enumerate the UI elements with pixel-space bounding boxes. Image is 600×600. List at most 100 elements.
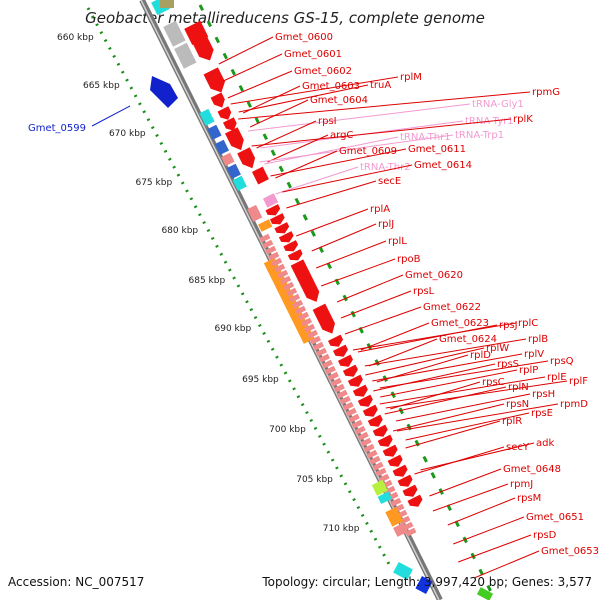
gene-label[interactable]: rplL [388, 236, 407, 247]
gene-feature[interactable] [371, 479, 388, 496]
gene-feature[interactable] [397, 474, 415, 490]
gene-label[interactable]: secY [506, 442, 530, 453]
gene-feature[interactable] [278, 231, 296, 245]
gene-feature[interactable] [342, 364, 360, 380]
gene-feature[interactable] [274, 263, 286, 273]
gene-feature[interactable] [369, 455, 381, 465]
gene-label[interactable]: truA [370, 80, 391, 91]
gene-bottom-blue[interactable] [415, 576, 433, 594]
gene-label[interactable]: rpmD [560, 399, 588, 410]
gene-label[interactable]: rplM [400, 72, 422, 83]
gene-feature[interactable] [377, 434, 395, 450]
gene-label[interactable]: rplR [502, 416, 522, 427]
gene-feature[interactable] [315, 347, 327, 357]
gene-feature[interactable] [337, 354, 355, 370]
gene-feature[interactable] [372, 461, 384, 471]
gene-feature[interactable] [288, 293, 301, 303]
gene-label[interactable]: rplD [470, 350, 491, 361]
gene-feature[interactable] [258, 219, 273, 232]
gene-feature[interactable] [362, 404, 380, 420]
gene-feature[interactable] [366, 449, 378, 459]
gene-label[interactable]: rplA [370, 204, 390, 215]
gene-label[interactable]: rpsE [531, 408, 553, 419]
gene-feature[interactable] [392, 464, 410, 480]
gene-feature[interactable] [312, 341, 325, 351]
gene-feature[interactable] [274, 222, 291, 236]
gene-feature[interactable] [382, 444, 400, 460]
gene-feature[interactable] [360, 437, 372, 447]
gene-feature[interactable] [351, 419, 363, 429]
gene-label[interactable]: rpsD [533, 530, 557, 541]
gene-feature[interactable] [222, 117, 239, 133]
gene-label[interactable]: Gmet_0620 [405, 270, 463, 281]
gene-feature[interactable] [399, 515, 411, 525]
gene-label[interactable]: rpsN [506, 399, 529, 410]
gene-feature[interactable] [221, 152, 235, 167]
gene-feature[interactable] [339, 395, 351, 405]
gene-feature[interactable] [277, 269, 289, 279]
gene-label[interactable]: rplN [508, 382, 529, 393]
gene-label-gmet-0599[interactable]: Gmet_0599 [28, 123, 86, 134]
gene-label[interactable]: Gmet_0601 [284, 49, 342, 60]
gene-label[interactable]: Gmet_0648 [503, 464, 561, 475]
gene-label[interactable]: secE [378, 176, 401, 187]
gene-label[interactable]: tRNA-Thr2 [360, 162, 411, 173]
gene-feature[interactable] [367, 414, 385, 430]
gene-feature[interactable] [318, 353, 330, 363]
gene-label[interactable]: Gmet_0600 [275, 32, 333, 43]
gene-feature[interactable] [163, 20, 186, 47]
gene-feature[interactable] [214, 139, 230, 155]
gene-label[interactable]: rplE [547, 372, 567, 383]
gene-feature[interactable] [345, 407, 357, 417]
gene-label[interactable]: Gmet_0622 [423, 302, 481, 313]
gene-label[interactable]: Gmet_0604 [310, 95, 368, 106]
gene-label[interactable]: rplC [518, 318, 538, 329]
gene-label[interactable]: rpsL [413, 286, 435, 297]
gene-label[interactable]: Gmet_0609 [339, 146, 397, 157]
gene-feature[interactable] [407, 494, 425, 510]
gene-gmet-0599[interactable] [150, 76, 178, 108]
gene-label[interactable]: tRNA-Thr1 [400, 132, 451, 143]
gene-feature[interactable] [271, 257, 283, 267]
gene-feature[interactable] [174, 42, 197, 69]
gene-label[interactable]: Gmet_0653 [541, 546, 599, 557]
gene-feature[interactable] [348, 413, 360, 423]
gene-feature[interactable] [251, 166, 269, 185]
gene-label[interactable]: argC [330, 130, 353, 141]
gene-label[interactable]: Gmet_0602 [294, 66, 352, 77]
gene-label[interactable]: rplB [528, 334, 548, 345]
gene-feature[interactable] [306, 329, 319, 339]
gene-feature[interactable] [377, 491, 392, 505]
gene-label[interactable]: rplJ [378, 219, 394, 230]
gene-label[interactable]: rpmJ [510, 479, 533, 490]
gene-label[interactable]: rplK [513, 114, 533, 125]
gene-feature[interactable] [262, 193, 279, 208]
gene-bottom-cyan[interactable] [393, 561, 413, 581]
gene-feature[interactable] [291, 299, 304, 309]
gene-feature[interactable] [312, 303, 339, 337]
gene-label[interactable]: rpsS [497, 359, 519, 370]
gene-feature[interactable] [294, 305, 307, 315]
gene-label[interactable]: Gmet_0624 [439, 334, 497, 345]
gene-label[interactable]: rpsQ [550, 356, 574, 367]
gene-feature[interactable] [372, 424, 390, 440]
gene-feature[interactable] [210, 92, 228, 110]
gene-feature[interactable] [328, 334, 345, 350]
gene-feature[interactable] [327, 371, 339, 381]
gene-feature[interactable] [405, 527, 417, 537]
gene-feature[interactable] [309, 335, 322, 345]
gene-feature[interactable] [375, 467, 387, 477]
gene-feature[interactable] [393, 522, 409, 537]
gene-label[interactable]: Gmet_0651 [526, 512, 584, 523]
gene-label[interactable]: rpsI [318, 116, 337, 127]
gene-feature[interactable] [191, 33, 217, 64]
gene-feature[interactable] [336, 389, 348, 399]
gene-feature[interactable] [226, 163, 241, 179]
gene-feature[interactable] [363, 443, 375, 453]
gene-label[interactable]: rpmG [532, 87, 560, 98]
gene-feature[interactable] [237, 147, 258, 171]
gene-feature[interactable] [265, 245, 277, 255]
gene-feature[interactable] [280, 275, 292, 285]
gene-feature[interactable] [297, 311, 310, 321]
gene-label[interactable]: rplV [524, 349, 544, 360]
